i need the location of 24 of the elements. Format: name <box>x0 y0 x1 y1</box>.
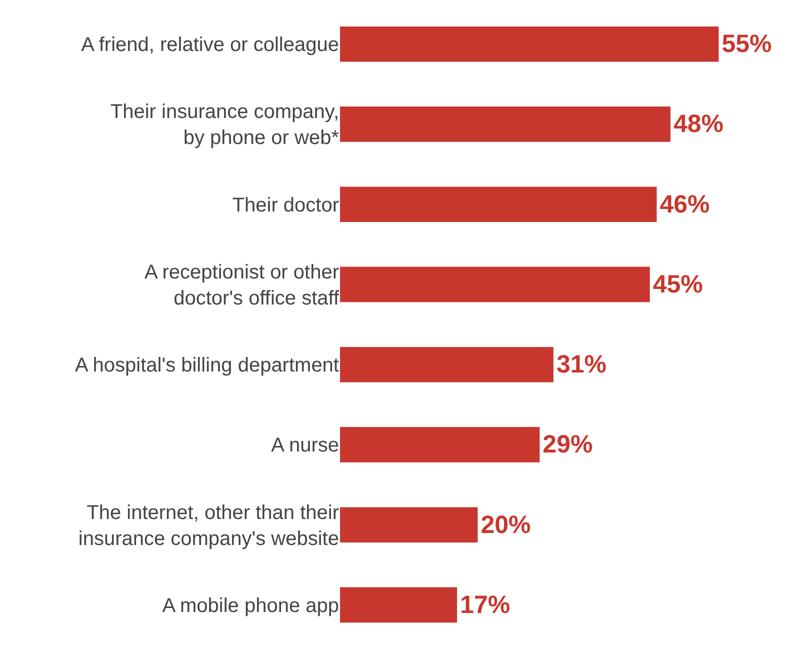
data-label: 31% <box>556 350 606 379</box>
y-tick-label: A hospital's billing department <box>75 354 340 377</box>
data-label: 55% <box>722 30 772 58</box>
y-tick-label: A receptionist or other doctor's office staff <box>144 261 340 310</box>
bar <box>340 507 478 542</box>
data-label: 29% <box>542 430 593 459</box>
bar <box>340 346 554 382</box>
data-label: 20% <box>480 510 531 539</box>
data-label: 48% <box>673 110 724 138</box>
y-tick-label: The internet, other than their insurance company's website <box>78 502 340 550</box>
bar <box>340 427 540 462</box>
data-label: 17% <box>460 590 510 619</box>
bar <box>340 266 650 302</box>
y-tick-label: Their doctor <box>232 194 340 216</box>
bar <box>340 26 719 62</box>
y-tick-label: A friend, relative or colleague <box>81 34 339 56</box>
y-tick-label: A nurse <box>271 434 339 457</box>
bar <box>340 186 657 222</box>
y-tick-label: A mobile phone app <box>162 594 339 617</box>
data-label: 45% <box>652 270 703 298</box>
bar <box>340 106 670 142</box>
bar <box>340 587 458 623</box>
y-tick-label: Their insurance company, by phone or web* <box>110 101 340 150</box>
data-label: 46% <box>660 190 710 218</box>
